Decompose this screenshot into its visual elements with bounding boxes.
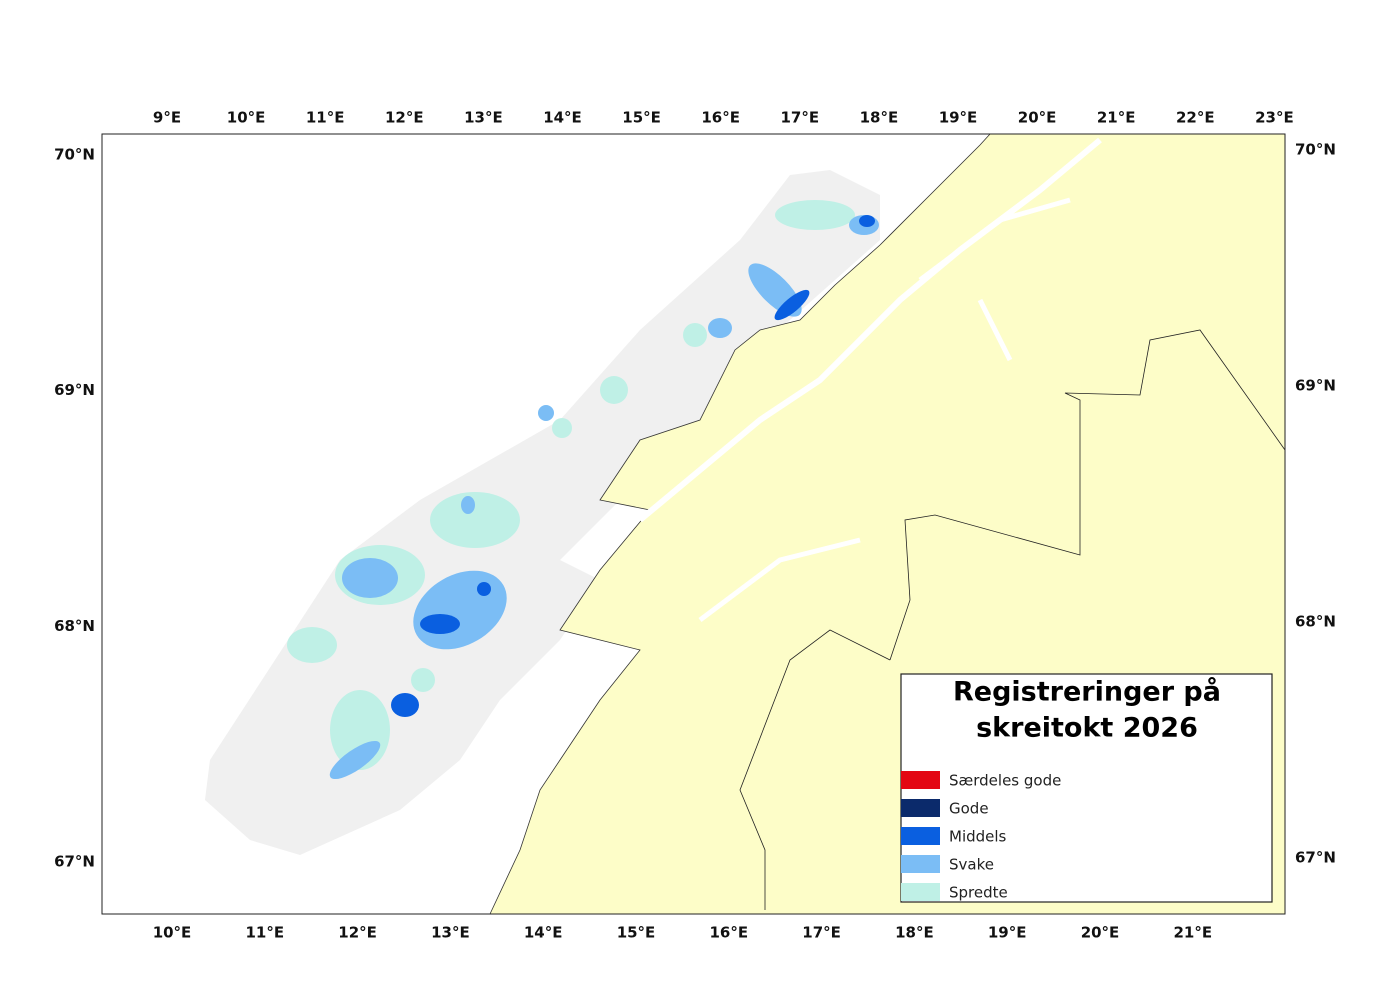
map-frame xyxy=(101,133,1286,915)
latitude-label: 67°N xyxy=(54,853,95,871)
survey-area xyxy=(205,170,880,855)
map-frame-content xyxy=(102,133,1286,915)
fjord xyxy=(638,137,1102,523)
registration-area xyxy=(342,558,398,598)
legend-label: Spredte xyxy=(949,884,1008,902)
longitude-label: 19°E xyxy=(988,924,1027,942)
registration-area xyxy=(538,405,554,421)
longitude-label: 10°E xyxy=(227,109,266,127)
legend-box xyxy=(900,673,1273,903)
longitude-label: 22°E xyxy=(1176,109,1215,127)
longitude-label: 17°E xyxy=(802,924,841,942)
registration-area xyxy=(774,289,810,321)
longitude-label: 13°E xyxy=(464,109,503,127)
registration-area xyxy=(600,376,628,404)
legend-label: Svake xyxy=(949,856,994,874)
border xyxy=(739,329,1286,910)
latitude-label: 70°N xyxy=(1295,141,1336,159)
latitude-label: 68°N xyxy=(1295,613,1336,631)
latitude-label: 70°N xyxy=(54,146,95,164)
longitude-label: 21°E xyxy=(1097,109,1136,127)
legend-label: Gode xyxy=(949,800,989,818)
longitude-label: 16°E xyxy=(709,924,748,942)
longitude-label: 15°E xyxy=(617,924,656,942)
longitude-label: 15°E xyxy=(622,109,661,127)
legend-swatch xyxy=(901,855,940,873)
longitude-label: 16°E xyxy=(701,109,740,127)
longitude-label: 23°E xyxy=(1255,109,1294,127)
registration-area xyxy=(420,614,460,634)
legend-label: Særdeles gode xyxy=(949,772,1061,790)
latitude-label: 68°N xyxy=(54,617,95,635)
generated: 9°E 10°E 11°E 12°E 13°E 14°E 15°E 16°E 17°E 18°E 1… xyxy=(54,109,1336,942)
legend-label: Middels xyxy=(949,828,1007,846)
longitude-label: 11°E xyxy=(245,924,284,942)
longitude-label: 20°E xyxy=(1081,924,1120,942)
latitude-label: 67°N xyxy=(1295,849,1336,867)
legend-title: Registreringer på xyxy=(953,676,1221,708)
fjord xyxy=(698,197,1071,622)
registration-area xyxy=(287,627,337,663)
registration-area xyxy=(859,215,875,227)
longitude-label: 12°E xyxy=(338,924,377,942)
longitude-label: 18°E xyxy=(860,109,899,127)
longitude-label: 9°E xyxy=(153,109,181,127)
legend-swatch xyxy=(901,827,940,845)
longitude-label: 10°E xyxy=(153,924,192,942)
registration-area xyxy=(775,200,855,230)
longitude-label: 13°E xyxy=(431,924,470,942)
registration-area xyxy=(430,492,520,548)
registration-area xyxy=(329,740,381,780)
longitude-label: 12°E xyxy=(385,109,424,127)
latitude-label: 69°N xyxy=(1295,377,1336,395)
registration-area xyxy=(411,668,435,692)
longitude-label: 14°E xyxy=(524,924,563,942)
longitude-label: 17°E xyxy=(780,109,819,127)
registration-area xyxy=(552,418,572,438)
registration-area xyxy=(461,496,475,514)
registration-area xyxy=(391,693,419,717)
legend-swatch xyxy=(901,771,940,789)
registration-area xyxy=(477,582,491,596)
longitude-label: 11°E xyxy=(306,109,345,127)
legend-title: skreitokt 2026 xyxy=(976,713,1198,744)
longitude-label: 19°E xyxy=(939,109,978,127)
longitude-label: 20°E xyxy=(1018,109,1057,127)
registration-area xyxy=(708,318,732,338)
longitude-label: 18°E xyxy=(895,924,934,942)
legend-swatch xyxy=(901,883,940,901)
latitude-label: 69°N xyxy=(54,381,95,399)
legend-swatch xyxy=(901,799,940,817)
longitude-label: 21°E xyxy=(1173,924,1212,942)
longitude-label: 14°E xyxy=(543,109,582,127)
registration-area xyxy=(683,323,707,347)
